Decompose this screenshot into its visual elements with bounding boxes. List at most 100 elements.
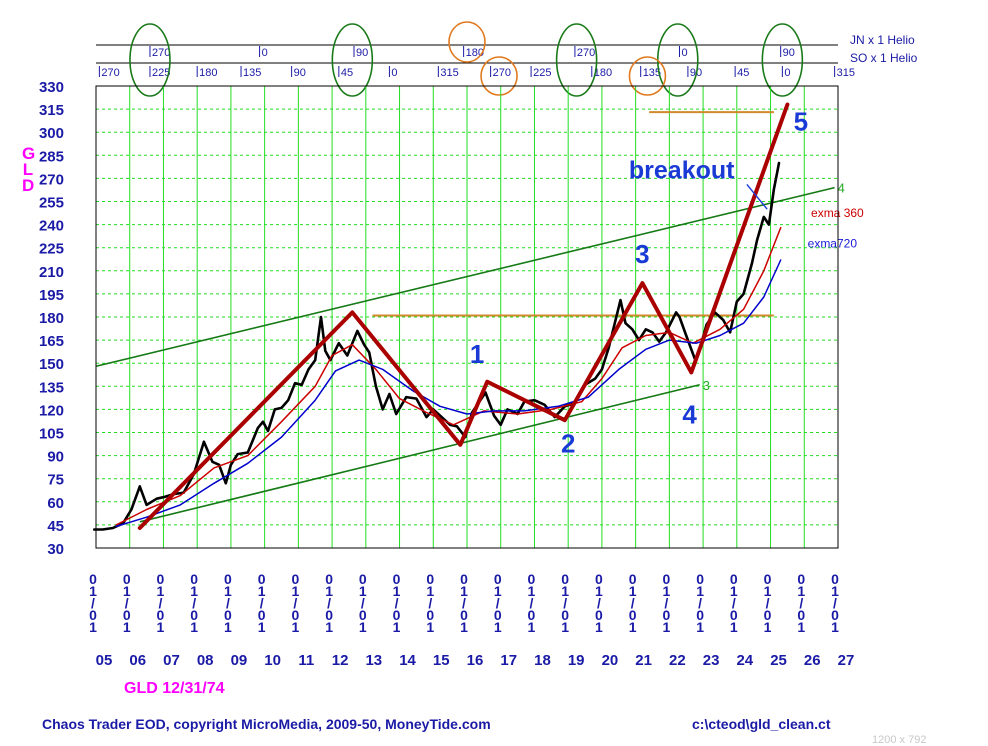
x-date-label: 1	[426, 583, 434, 599]
x-date-label: 0	[393, 607, 401, 623]
x-date-label: /	[91, 595, 95, 611]
helio-jn-mark: 0	[681, 47, 687, 59]
helio-circle	[129, 23, 171, 97]
channel-line	[139, 383, 700, 523]
x-date-label: 0	[291, 571, 299, 587]
plot-frame	[95, 85, 839, 549]
x-date-label: 0	[831, 607, 839, 623]
chart-grid	[95, 85, 839, 549]
x-year-label: 11	[298, 652, 314, 669]
x-year-label: 26	[804, 652, 821, 669]
x-year-label: 24	[736, 652, 753, 669]
x-date-label: 0	[258, 607, 266, 623]
y-tick-label: 255	[39, 195, 64, 212]
x-date-label: 0	[325, 571, 333, 587]
x-date-label: 0	[325, 607, 333, 623]
wave-label: 4	[682, 399, 697, 429]
y-tick-label: 150	[39, 356, 64, 373]
x-year-label: 07	[163, 652, 180, 669]
y-tick-label: 105	[39, 426, 64, 443]
x-date-label: 0	[460, 571, 468, 587]
x-date-label: /	[327, 595, 331, 611]
x-date-label: 1	[595, 619, 603, 635]
wave-count-line	[137, 102, 790, 530]
x-date-label: /	[361, 595, 365, 611]
x-date-label: /	[260, 595, 264, 611]
helio-so-mark: 225	[533, 67, 551, 79]
y-tick-label: 180	[39, 310, 64, 327]
helio-so-title: SO x 1 Helio	[850, 51, 918, 65]
channel-label: 3	[703, 378, 710, 393]
helio-so-mark: 225	[152, 67, 170, 79]
x-date-label: 1	[123, 619, 131, 635]
x-year-label: 21	[635, 652, 652, 669]
x-date-label: 1	[393, 619, 401, 635]
x-date-label: 1	[325, 619, 333, 635]
x-date-label: 1	[224, 619, 232, 635]
x-year-label: 25	[770, 652, 787, 669]
x-year-label: 16	[467, 652, 484, 669]
x-date-label: /	[395, 595, 399, 611]
x-date-label: /	[563, 595, 567, 611]
x-date-label: 0	[561, 607, 569, 623]
x-date-label: 0	[629, 607, 637, 623]
helio-jn-mark: 270	[577, 47, 595, 59]
x-year-label: 08	[197, 652, 214, 669]
helio-circle	[448, 21, 486, 63]
x-date-label: /	[530, 595, 534, 611]
helio-so-mark: 180	[594, 67, 612, 79]
x-date-label: 1	[359, 619, 367, 635]
x-date-label: 0	[89, 607, 97, 623]
wave-label: 2	[561, 429, 575, 459]
helio-jn-mark: 0	[262, 47, 268, 59]
x-date-label: 1	[460, 583, 468, 599]
x-date-label: 0	[696, 571, 704, 587]
x-date-label: 1	[662, 583, 670, 599]
x-date-label: /	[799, 595, 803, 611]
x-date-label: 1	[190, 619, 198, 635]
x-date-label: 0	[190, 571, 198, 587]
channel-label: 4	[838, 181, 845, 196]
x-date-label: 1	[494, 619, 502, 635]
x-date-label: 0	[494, 571, 502, 587]
y-tick-label: 300	[39, 125, 64, 142]
channel-line	[95, 186, 835, 368]
x-date-label: 1	[831, 619, 839, 635]
y-tick-label: 240	[39, 218, 64, 235]
channel-and-levels	[95, 111, 835, 523]
x-date-label: 1	[291, 583, 299, 599]
x-date-label: 0	[528, 607, 536, 623]
y-tick-label: 75	[47, 472, 64, 489]
y-tick-label: 90	[47, 449, 64, 466]
x-date-label: 1	[157, 619, 165, 635]
x-date-label: 0	[359, 607, 367, 623]
axes: 3045607590105120135150165180195210225240…	[39, 79, 854, 669]
x-date-label: 1	[224, 583, 232, 599]
image-dimensions: 1200 x 792	[872, 734, 927, 746]
x-year-label: 20	[602, 652, 619, 669]
x-date-label: 1	[797, 619, 805, 635]
x-date-label: /	[698, 595, 702, 611]
x-date-label: 0	[359, 571, 367, 587]
x-date-label: 1	[258, 583, 266, 599]
x-date-label: 1	[426, 619, 434, 635]
helio-jn-mark: 270	[152, 47, 170, 59]
x-date-label: 0	[730, 607, 738, 623]
x-date-label: 1	[89, 619, 97, 635]
x-date-label: /	[631, 595, 635, 611]
x-year-label: 14	[399, 652, 416, 669]
breakout-label: breakout	[629, 156, 735, 184]
x-year-label: 15	[433, 652, 450, 669]
x-date-label: 1	[258, 619, 266, 635]
x-date-label: 1	[730, 583, 738, 599]
x-date-label: 1	[629, 619, 637, 635]
x-date-label: 0	[561, 571, 569, 587]
x-date-label: 0	[662, 571, 670, 587]
x-date-label: 0	[426, 571, 434, 587]
x-year-label: 13	[365, 652, 382, 669]
x-date-label: 1	[190, 583, 198, 599]
x-date-label: /	[125, 595, 129, 611]
x-date-label: 0	[831, 571, 839, 587]
